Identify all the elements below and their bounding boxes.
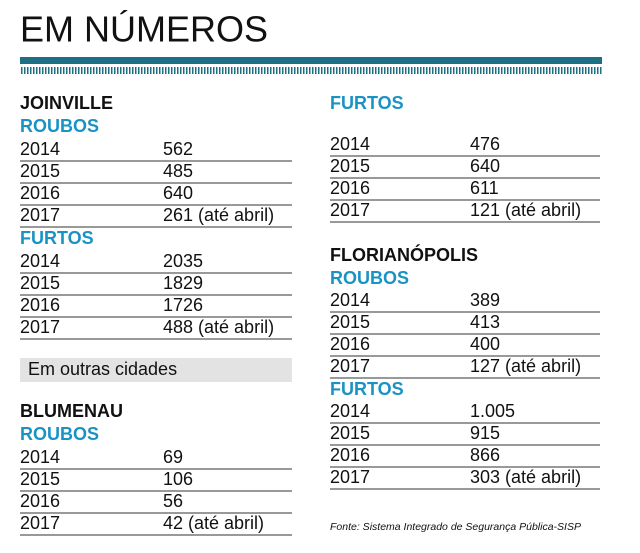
year: 2016 [20,491,60,511]
count: 485 [163,161,193,181]
year: 2017 [330,200,370,220]
count: 121 (até abril) [470,200,581,220]
count: 69 [163,447,183,467]
count: 1829 [163,273,203,293]
count: 413 [470,312,500,332]
count: 2035 [163,251,203,271]
year: 2016 [330,334,370,354]
city-heading: JOINVILLE [20,93,113,113]
year: 2017 [20,513,60,533]
year: 2014 [20,447,60,467]
note-box [20,358,292,382]
crime-heading: ROUBOS [20,116,99,136]
year: 2015 [20,273,60,293]
year: 2017 [330,467,370,487]
year: 2017 [20,205,60,225]
year: 2015 [20,469,60,489]
count: 640 [163,183,193,203]
crime-heading: FURTOS [330,379,404,399]
count: 106 [163,469,193,489]
count: 1.005 [470,401,515,421]
year: 2016 [20,295,60,315]
city-heading: BLUMENAU [20,401,123,421]
count: 611 [470,178,499,198]
year: 2014 [330,134,370,154]
year: 2014 [20,139,60,159]
crime-heading: ROUBOS [330,268,409,288]
year: 2015 [330,423,370,443]
count: 127 (até abril) [470,356,581,376]
count: 640 [470,156,500,176]
count: 42 (até abril) [163,513,264,533]
year: 2014 [330,401,370,421]
count: 1726 [163,295,203,315]
note: Em outras cidades [28,359,177,379]
count: 915 [470,423,500,443]
crime-heading: FURTOS [20,228,94,248]
count: 866 [470,445,500,465]
title-bar [20,57,602,64]
year: 2014 [330,290,370,310]
year: 2017 [330,356,370,376]
crime-heading: FURTOS [330,93,404,113]
count: 476 [470,134,500,154]
year: 2016 [20,183,60,203]
city-heading: FLORIANÓPOLIS [330,244,478,265]
year: 2015 [330,312,370,332]
count: 488 (até abril) [163,317,274,337]
year: 2015 [330,156,370,176]
year: 2016 [330,178,370,198]
count: 56 [163,491,183,511]
year: 2015 [20,161,60,181]
year: 2014 [20,251,60,271]
count: 400 [470,334,500,354]
count: 562 [163,139,193,159]
count: 303 (até abril) [470,467,581,487]
count: 261 (até abril) [163,205,274,225]
title-stripes [20,67,602,74]
title: EM NÚMEROS [20,9,268,50]
source: Fonte: Sistema Integrado de Segurança Pú… [330,521,581,533]
year: 2016 [330,445,370,465]
year: 2017 [20,317,60,337]
crime-heading: ROUBOS [20,424,99,444]
count: 389 [470,290,500,310]
